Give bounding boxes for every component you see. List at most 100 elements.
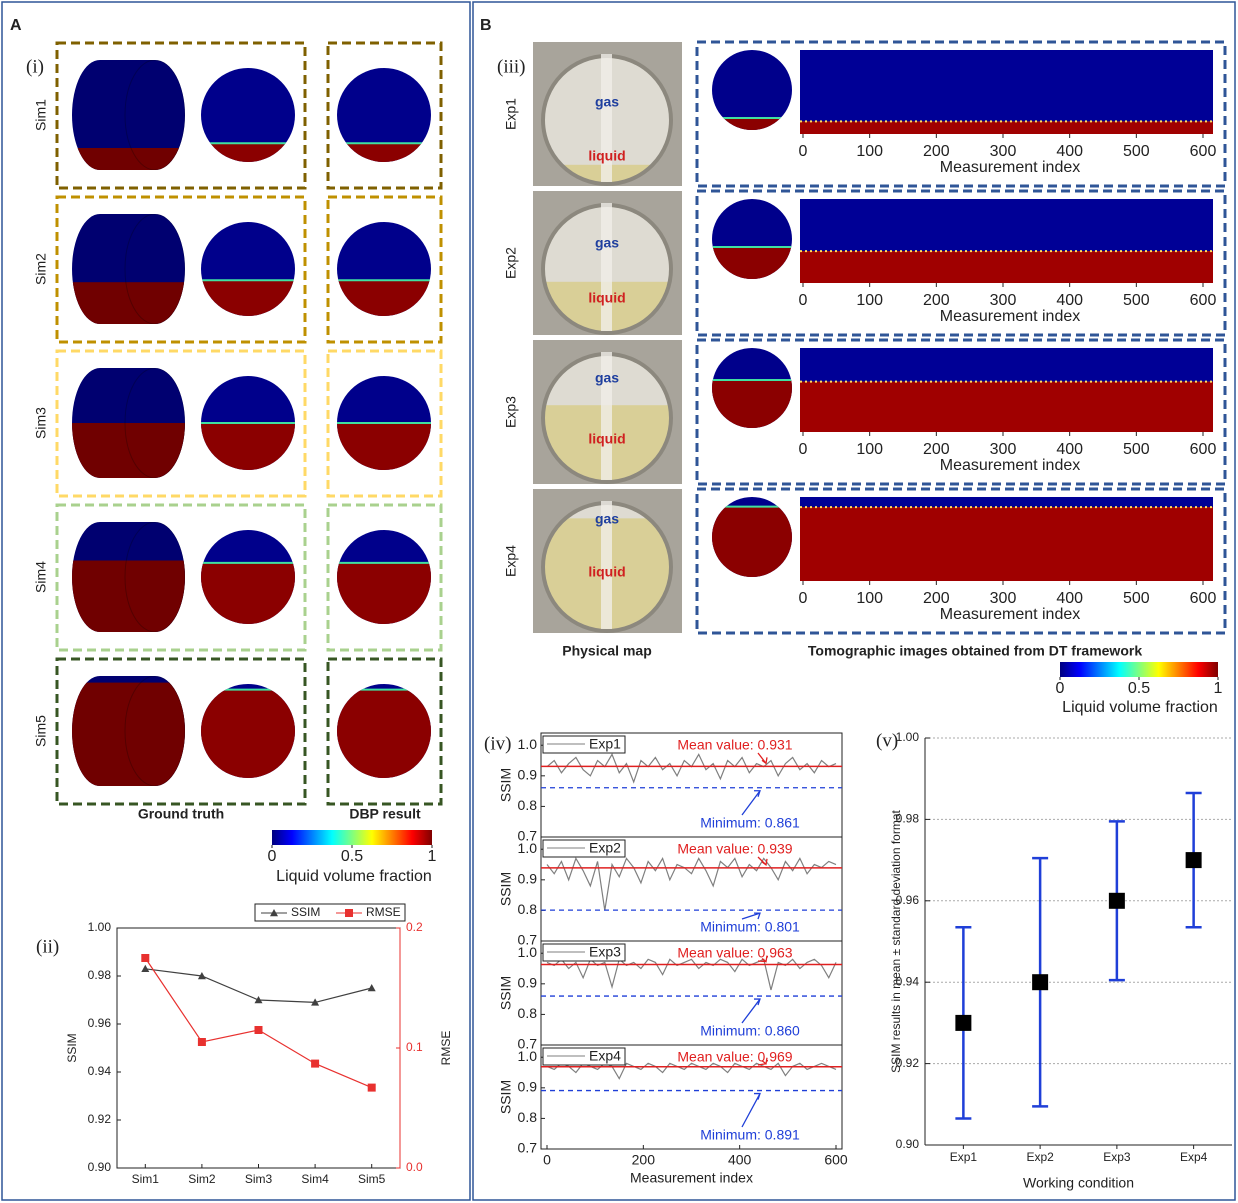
- y-tick-label: 0.9: [518, 1079, 538, 1095]
- x-tick-label: 500: [1123, 143, 1150, 160]
- line: [144, 957, 372, 1089]
- heatmap-gas: [800, 50, 1213, 122]
- y-tick-label: 0.8: [518, 797, 538, 813]
- column-label: Tomographic images obtained from DT fram…: [808, 643, 1142, 659]
- ground-truth-image: [201, 68, 295, 162]
- x-tick-label: 600: [1190, 143, 1217, 160]
- row-frame: [326, 349, 443, 498]
- x-tick-label: 300: [990, 590, 1017, 607]
- y2-tick-label: 0.2: [406, 920, 423, 934]
- gas-label: gas: [595, 235, 619, 251]
- y-tick-label: 1.0: [518, 840, 538, 856]
- x-axis-label: Measurement index: [940, 606, 1081, 623]
- colorbar-label: Liquid volume fraction: [1062, 699, 1218, 716]
- y-axis-label: SSIM results in mean ± standard deviatio…: [889, 809, 903, 1072]
- heatmap-liquid: [800, 507, 1213, 581]
- legend-label: Exp3: [589, 944, 621, 960]
- cylinder: [72, 522, 185, 632]
- y-tick-label: 0.92: [88, 1112, 112, 1126]
- heatmap-liquid: [800, 381, 1213, 432]
- panel-a-frame: [1, 1, 471, 1201]
- x-tick-label: 200: [923, 441, 950, 458]
- sub-label: (iv): [484, 733, 511, 754]
- y-tick-label: 1.0: [518, 1048, 538, 1064]
- y-tick-label: 0.96: [88, 1016, 112, 1030]
- line: [546, 753, 837, 784]
- x-tick-label: 200: [923, 143, 950, 160]
- legend-label: SSIM: [291, 905, 320, 919]
- x-tick-label: 0: [799, 590, 808, 607]
- y-tick-label: 0.9: [518, 767, 538, 783]
- y-axis-label: SSIM: [65, 1033, 79, 1062]
- y-tick-label: 0.8: [518, 1109, 538, 1125]
- arrow: [741, 790, 761, 816]
- y-tick-label: 0.9: [518, 975, 538, 991]
- legend-label: RMSE: [366, 905, 401, 919]
- row-label: Sim2: [33, 253, 49, 285]
- tomo-image: [712, 348, 792, 428]
- colorbar-tick-label: 0.5: [1128, 680, 1150, 697]
- x-tick-label: 500: [1123, 590, 1150, 607]
- gas-label: gas: [595, 511, 619, 527]
- liquid-label: liquid: [588, 431, 625, 447]
- y-tick-label: 0.9: [518, 871, 538, 887]
- x-tick-label: 200: [923, 590, 950, 607]
- x-tick-label: 100: [856, 441, 883, 458]
- tomo-image: [712, 50, 792, 130]
- heatmap-liquid: [800, 251, 1213, 283]
- ground-truth-image: [201, 684, 295, 778]
- tomo-image: [712, 199, 792, 279]
- x-tick-label: Exp1: [950, 1150, 978, 1164]
- y-tick-label: 0.7: [518, 1036, 538, 1052]
- marker: [311, 998, 320, 1006]
- marker: [367, 1083, 376, 1092]
- y-tick-label: 0.90: [88, 1160, 112, 1174]
- mean-label: Mean value: 0.969: [677, 1049, 792, 1065]
- row-frame: [326, 657, 443, 806]
- column-label: Physical map: [562, 643, 652, 659]
- x-tick-label: 300: [990, 441, 1017, 458]
- x-axis-label: Measurement index: [630, 1170, 753, 1186]
- x-tick-label: 100: [856, 590, 883, 607]
- sub-label: (i): [26, 56, 44, 77]
- y-tick-label: 0.90: [896, 1137, 920, 1151]
- y-axis-label: SSIM: [498, 976, 514, 1010]
- marker: [197, 972, 206, 980]
- marker: [254, 1026, 263, 1034]
- colorbar-tick-label: 0.5: [341, 848, 363, 865]
- colorbar-tick-label: 1: [428, 848, 437, 865]
- heatmap-liquid: [800, 121, 1213, 134]
- marker: [254, 996, 263, 1004]
- x-axis-label: Measurement index: [940, 308, 1081, 325]
- y-tick-label: 1.0: [518, 944, 538, 960]
- row-label: Sim1: [33, 99, 49, 131]
- marker: [345, 909, 353, 917]
- mean-label: Mean value: 0.963: [677, 945, 792, 961]
- plot-frame: [116, 927, 401, 1169]
- legend: [254, 903, 406, 922]
- y-tick-label: 0.94: [896, 974, 920, 988]
- row-label: Exp2: [503, 247, 519, 279]
- marker: [141, 954, 150, 962]
- x-tick-label: 600: [1190, 292, 1217, 309]
- panel-label: B: [480, 17, 492, 34]
- colorbar: [272, 830, 432, 845]
- y-tick-label: 0.8: [518, 901, 538, 917]
- marker: [1108, 892, 1125, 909]
- mean-label: Mean value: 0.939: [677, 841, 792, 857]
- heatmap-gas: [800, 199, 1213, 252]
- cylinder: [72, 368, 185, 478]
- panel-b-frame: [472, 1, 1236, 1201]
- x-tick-label: 400: [1056, 441, 1083, 458]
- x-tick-label: 300: [990, 143, 1017, 160]
- row-label: Exp3: [503, 396, 519, 428]
- x-tick-label: Exp2: [1026, 1150, 1054, 1164]
- ground-truth-image: [201, 530, 295, 624]
- legend-label: Exp4: [589, 1048, 621, 1064]
- dbp-image: [337, 222, 431, 316]
- row-label: Sim4: [33, 561, 49, 593]
- x-axis-label: Measurement index: [940, 457, 1081, 474]
- y-tick-label: 0.7: [518, 932, 538, 948]
- plot-frame: [540, 1044, 843, 1150]
